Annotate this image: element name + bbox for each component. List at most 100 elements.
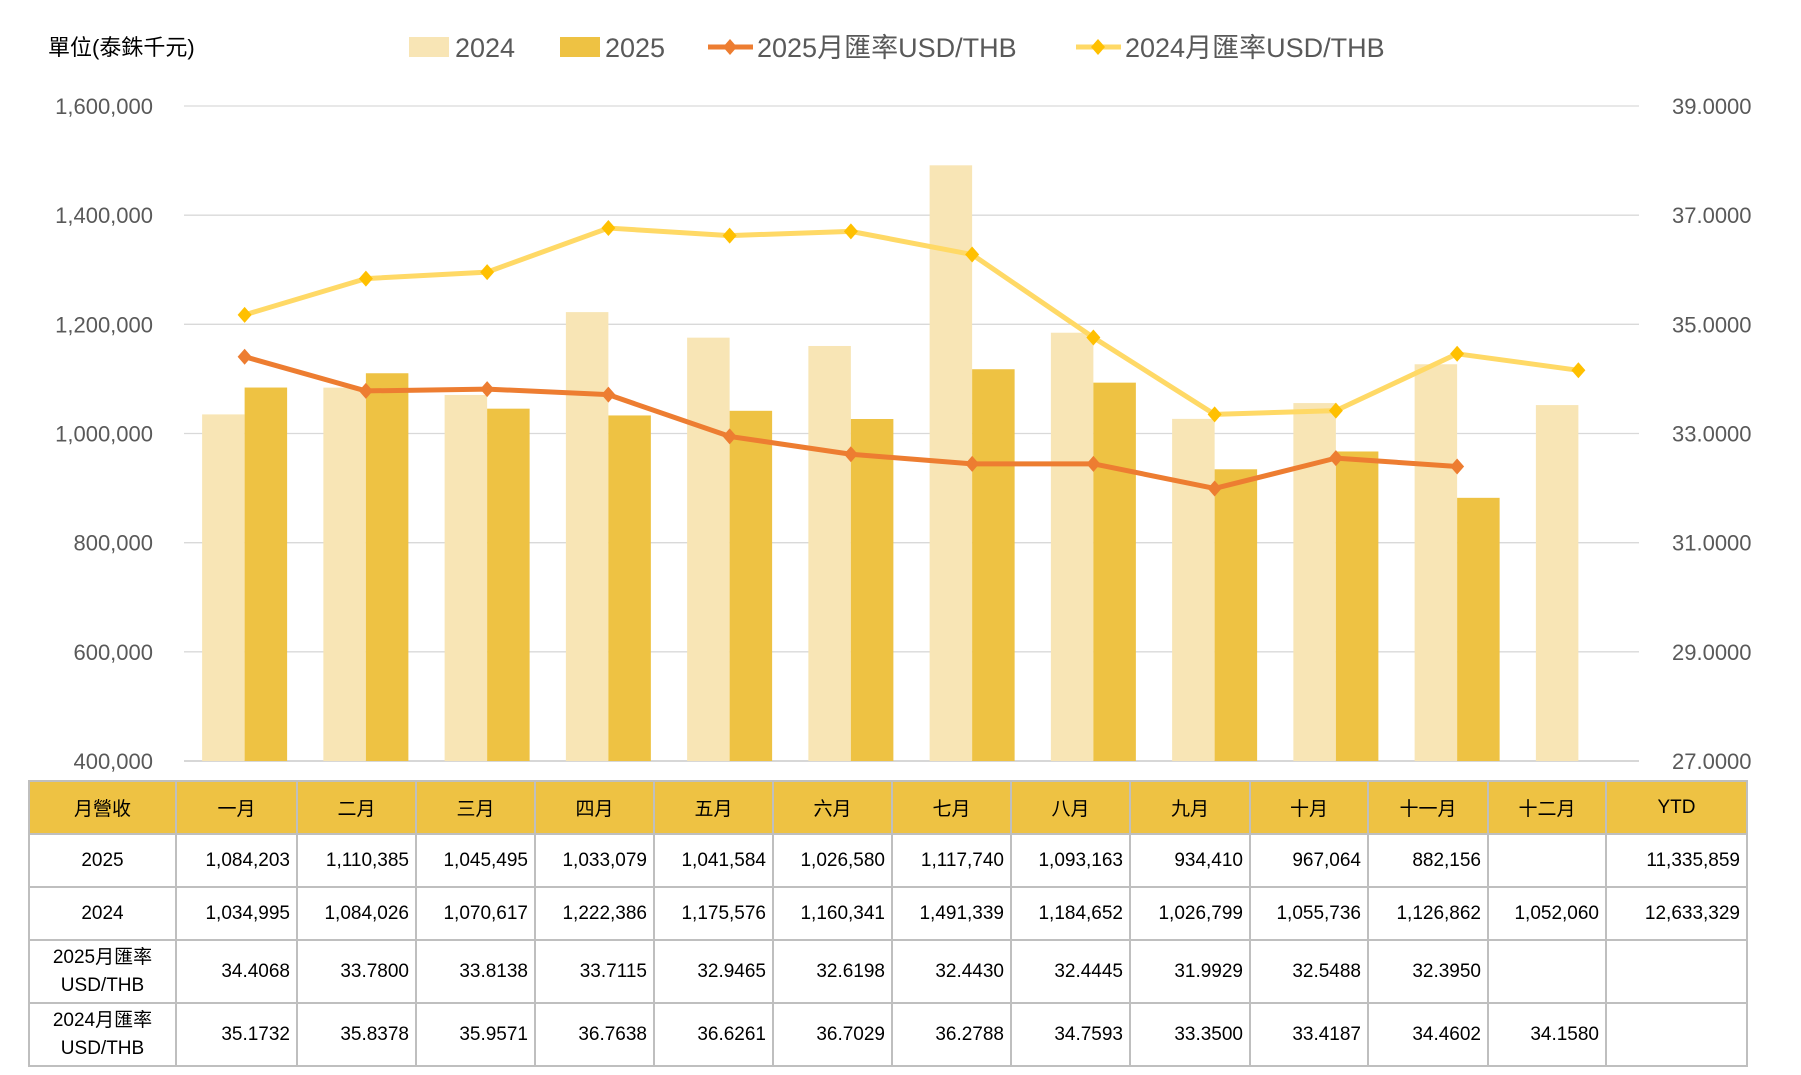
table-cell: 32.4430 xyxy=(891,939,1012,1004)
table-cell: 34.7593 xyxy=(1010,1002,1131,1067)
right-axis: 27.0000 29.0000 31.0000 33.0000 35.0000 37.00… xyxy=(1672,94,1752,774)
table-cell: 33.7115 xyxy=(534,939,655,1004)
column-header: 二月 xyxy=(296,780,417,835)
column-header: 六月 xyxy=(772,780,893,835)
table-cell: 34.4602 xyxy=(1367,1002,1489,1067)
revenue-table: 月營收 一月 二月 三月 四月 五月 六月 七月 八月 九月 十月 十一月 十二月 YTD 2025 1,0… xyxy=(28,780,1748,1067)
table-cell xyxy=(1487,939,1607,1004)
marker-rate-2025-11 xyxy=(1450,458,1465,475)
table-cell: 934,410 xyxy=(1129,833,1251,888)
table-cell xyxy=(1487,833,1607,888)
legend-marker-rate-2024 xyxy=(1091,39,1105,55)
marker-rate-2025-9 xyxy=(1207,480,1222,497)
bar-2024-1 xyxy=(202,414,245,761)
bar-2024-9 xyxy=(1172,418,1215,761)
column-header: YTD xyxy=(1605,780,1748,835)
marker-rate-2025-7 xyxy=(965,455,980,472)
legend-label-rate-2024: 2024月匯率USD/THB xyxy=(1125,33,1385,63)
bar-2024-6 xyxy=(808,345,851,761)
legend-swatch-2024 xyxy=(409,37,449,57)
table-cell: 12,633,329 xyxy=(1605,886,1748,941)
table-cell: 32.6198 xyxy=(772,939,893,1004)
table-cell: 33.4187 xyxy=(1249,1002,1369,1067)
marker-rate-2024-8 xyxy=(1086,329,1101,346)
unit-label: 單位(泰銖千元) xyxy=(48,35,195,60)
table-cell: 1,084,203 xyxy=(175,833,298,888)
table-cell: 36.6261 xyxy=(653,1002,774,1067)
bar-2025-6 xyxy=(850,418,894,761)
table-cell: 33.7800 xyxy=(296,939,417,1004)
bar-2025-1 xyxy=(244,387,288,761)
table-cell: 1,026,799 xyxy=(1129,886,1251,941)
lines xyxy=(237,220,1586,497)
table-cell: 11,335,859 xyxy=(1605,833,1748,888)
table-row: 2025月匯率 USD/THB 34.4068 33.7800 33.8138 33.71… xyxy=(28,939,1748,1004)
gridlines xyxy=(184,105,1639,762)
column-header: 十月 xyxy=(1249,780,1369,835)
bar-2025-3 xyxy=(487,408,530,761)
bar-2025-4 xyxy=(608,415,651,761)
table-cell: 1,093,163 xyxy=(1010,833,1131,888)
table-cell: 1,222,386 xyxy=(534,886,655,941)
bar-2024-4 xyxy=(565,312,609,761)
right-tick-label: 29.0000 xyxy=(1672,640,1752,665)
table-cell: 1,026,580 xyxy=(772,833,893,888)
table-cell xyxy=(1605,1002,1748,1067)
table-cell: 1,070,617 xyxy=(415,886,536,941)
column-header: 月營收 xyxy=(28,780,177,835)
table-cell: 31.9929 xyxy=(1129,939,1251,1004)
marker-rate-2025-4 xyxy=(601,386,616,403)
row-header: 2025月匯率 USD/THB xyxy=(28,939,177,1004)
column-header: 一月 xyxy=(175,780,298,835)
bar-2024-12 xyxy=(1535,405,1579,761)
legend-swatch-2025 xyxy=(560,37,600,57)
table-cell: 1,175,576 xyxy=(653,886,774,941)
column-header: 三月 xyxy=(415,780,536,835)
legend: 2024 2025 2025月匯率USD/THB 2024月匯率USD/THB xyxy=(409,33,1385,63)
bar-2024-10 xyxy=(1293,403,1336,761)
left-tick-label: 800,000 xyxy=(73,531,153,556)
table-cell: 36.2788 xyxy=(891,1002,1012,1067)
marker-rate-2025-10 xyxy=(1328,450,1343,467)
table-cell: 1,184,652 xyxy=(1010,886,1131,941)
marker-rate-2025-8 xyxy=(1086,455,1101,472)
table-row: 2024 1,034,995 1,084,026 1,070,617 1,222,386… xyxy=(28,886,1748,941)
marker-rate-2024-9 xyxy=(1207,406,1222,423)
left-tick-label: 1,600,000 xyxy=(55,94,153,119)
table-cell: 1,110,385 xyxy=(296,833,417,888)
bar-2025-10 xyxy=(1335,451,1379,761)
table-cell: 1,491,339 xyxy=(891,886,1012,941)
bar-2025-2 xyxy=(365,373,409,761)
legend-label-2024: 2024 xyxy=(455,33,515,63)
bar-2024-5 xyxy=(687,337,730,761)
table-cell: 1,084,026 xyxy=(296,886,417,941)
table-cell: 1,052,060 xyxy=(1487,886,1607,941)
table-cell: 1,033,079 xyxy=(534,833,655,888)
bar-2024-11 xyxy=(1414,364,1458,761)
marker-rate-2024-11 xyxy=(1450,345,1465,362)
table-cell: 32.9465 xyxy=(653,939,774,1004)
left-axis: 400,000 600,000 800,000 1,000,000 1,200,000 1… xyxy=(55,94,153,774)
table-cell: 32.3950 xyxy=(1367,939,1489,1004)
right-tick-label: 39.0000 xyxy=(1672,94,1752,119)
left-tick-label: 1,200,000 xyxy=(55,312,153,337)
row-header: 2024 xyxy=(28,886,177,941)
table-cell: 35.1732 xyxy=(175,1002,298,1067)
right-tick-label: 31.0000 xyxy=(1672,531,1752,556)
table-cell: 882,156 xyxy=(1367,833,1489,888)
marker-rate-2024-2 xyxy=(358,270,373,287)
marker-rate-2024-10 xyxy=(1328,402,1343,419)
left-tick-label: 600,000 xyxy=(73,640,153,665)
marker-rate-2024-6 xyxy=(843,223,858,240)
marker-rate-2024-4 xyxy=(601,220,616,237)
marker-rate-2025-6 xyxy=(843,446,858,463)
marker-rate-2024-1 xyxy=(237,306,252,323)
column-header: 五月 xyxy=(653,780,774,835)
marker-rate-2025-2 xyxy=(358,382,373,399)
bar-2025-11 xyxy=(1457,497,1500,761)
table-cell: 34.1580 xyxy=(1487,1002,1607,1067)
bar-2025-8 xyxy=(1093,382,1136,761)
right-tick-label: 35.0000 xyxy=(1672,312,1752,337)
marker-rate-2024-3 xyxy=(480,264,495,281)
table-cell: 35.8378 xyxy=(296,1002,417,1067)
